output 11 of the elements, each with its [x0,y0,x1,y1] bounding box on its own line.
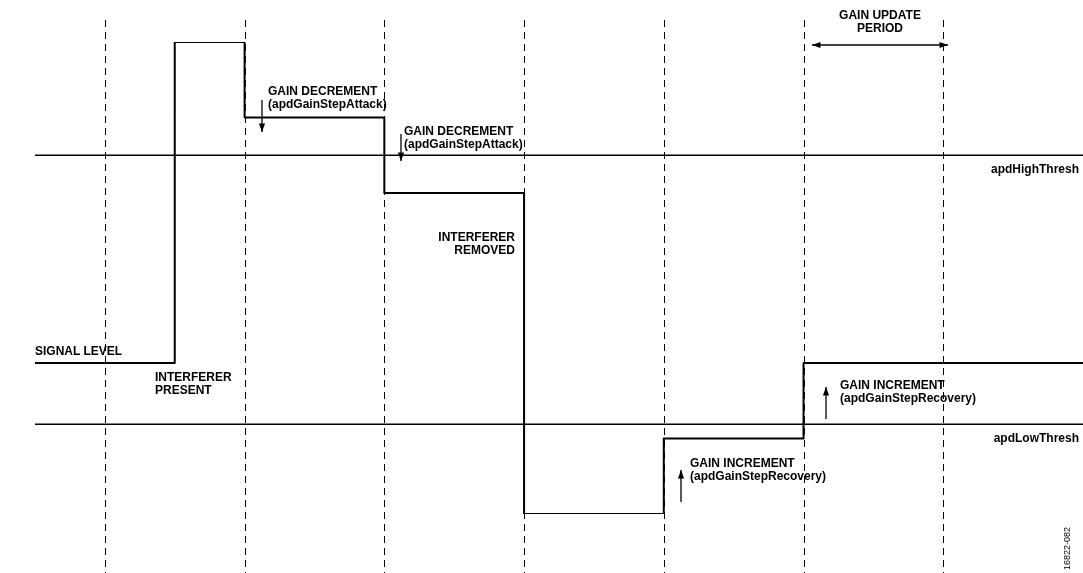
annotation: GAIN INCREMENT (apdGainStepRecovery) [690,456,827,484]
text: GAIN UPDATE PERIOD [839,8,921,36]
ref-line-label: apdLowThresh [993,430,1079,445]
annotation: GAIN DECREMENT (apdGainStepAttack) [404,124,523,152]
annotation: INTERFERER REMOVED [438,230,516,258]
annotation: GAIN DECREMENT (apdGainStepAttack) [268,84,387,112]
annotation: INTERFERER PRESENT [155,370,232,398]
annotation: GAIN INCREMENT (apdGainStepRecovery) [840,378,977,406]
ref-line-label: apdHighThresh [990,161,1079,176]
text: 16822-082 [1062,526,1073,570]
annotation: SIGNAL LEVEL [35,344,123,359]
